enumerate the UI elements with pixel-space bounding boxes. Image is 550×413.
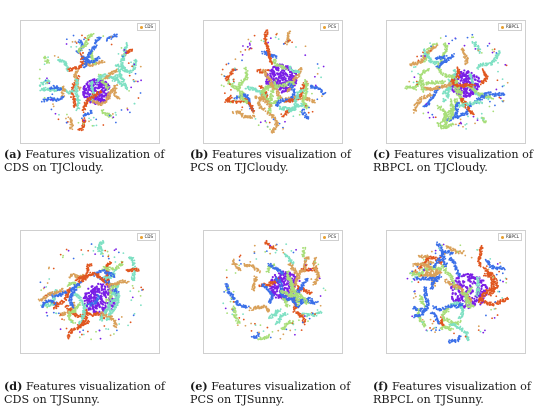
legend-c: RBPCL [498, 23, 522, 31]
caption-text-e: Features visualization of PCS on TJSunny… [190, 380, 351, 406]
legend-label-a: CDS [144, 24, 153, 29]
legend-f: RBPCL [498, 233, 522, 241]
legend-label-e: PCS [328, 234, 336, 239]
caption-text-d: Features visualization of CDS on TJSunny… [4, 380, 166, 406]
panel-c: RBPCL (c) Features visualization of RBPC… [366, 0, 550, 203]
scatter-svg-f [406, 241, 510, 344]
panel-a: CDS (a) Features visualization of CDS on… [0, 0, 183, 203]
legend-label-c: RBPCL [506, 24, 519, 29]
caption-label-f: (f) [373, 379, 389, 393]
caption-f: (f) Features visualization of RBPCL on T… [373, 379, 545, 407]
caption-label-c: (c) [373, 147, 391, 161]
scatter-svg-d [37, 239, 144, 341]
panel-f: RBPCL (f) Features visualization of RBPC… [366, 210, 550, 413]
legend-swatch-icon [501, 235, 505, 239]
legend-swatch-icon [139, 235, 143, 239]
legend-b: PCS [320, 23, 339, 31]
panel-e: PCS (e) Features visualization of PCS on… [183, 210, 366, 413]
legend-swatch-icon [139, 25, 143, 29]
panel-b: PCS (b) Features visualization of PCS on… [183, 0, 366, 203]
caption-label-a: (a) [4, 147, 22, 161]
scatter-svg-c [404, 33, 509, 130]
scatter-plot-c: RBPCL [386, 20, 526, 144]
legend-d: CDS [136, 233, 156, 241]
caption-a: (a) Features visualization of CDS on TJC… [4, 147, 176, 175]
scatter-plot-e: PCS [203, 230, 343, 354]
legend-label-f: RBPCL [506, 234, 519, 239]
legend-label-d: CDS [144, 234, 153, 239]
legend-label-b: PCS [328, 24, 336, 29]
scatter-svg-e [222, 239, 327, 341]
caption-text-c: Features visualization of RBPCL on TJClo… [373, 148, 534, 174]
scatter-plot-a: CDS [20, 20, 160, 144]
caption-text-f: Features visualization of RBPCL on TJSun… [373, 380, 532, 406]
scatter-svg-a [38, 32, 142, 132]
caption-label-d: (d) [4, 379, 23, 393]
legend-swatch-icon [323, 25, 327, 29]
caption-text-a: Features visualization of CDS on TJCloud… [4, 148, 165, 174]
legend-a: CDS [136, 23, 156, 31]
caption-label-e: (e) [190, 379, 208, 393]
scatter-plot-d: CDS [20, 230, 160, 354]
legend-swatch-icon [323, 235, 327, 239]
caption-c: (c) Features visualization of RBPCL on T… [373, 147, 545, 175]
scatter-plot-f: RBPCL [386, 230, 526, 354]
caption-e: (e) Features visualization of PCS on TJS… [190, 379, 362, 407]
caption-d: (d) Features visualization of CDS on TJS… [4, 379, 176, 407]
scatter-plot-b: PCS [203, 20, 343, 144]
panel-d: CDS (d) Features visualization of CDS on… [0, 210, 183, 413]
caption-label-b: (b) [190, 147, 209, 161]
legend-swatch-icon [501, 25, 505, 29]
caption-text-b: Features visualization of PCS on TJCloud… [190, 148, 352, 174]
caption-b: (b) Features visualization of PCS on TJC… [190, 147, 362, 175]
scatter-svg-b [220, 29, 327, 134]
legend-e: PCS [320, 233, 339, 241]
